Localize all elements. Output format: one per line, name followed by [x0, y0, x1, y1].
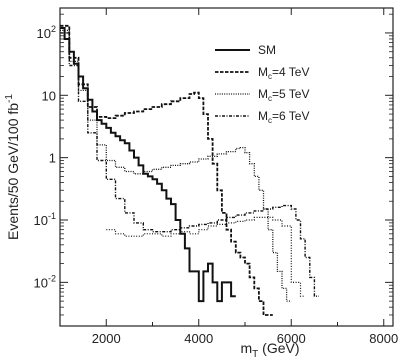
y-tick-label: 10-1: [34, 211, 56, 228]
legend-entry: SM: [258, 43, 276, 57]
x-tick-label: 2000: [92, 331, 121, 346]
series-line-m-c-4-tev: [60, 24, 273, 316]
x-tick-label: 8000: [369, 331, 398, 346]
series-line-band-4: [106, 216, 306, 297]
x-tick-label: 6000: [277, 331, 306, 346]
series-layer: [60, 24, 319, 316]
legend-entry: Mc=5 TeV: [258, 87, 309, 103]
x-axis: 2000 4000 6000 8000: [92, 8, 398, 346]
legend-entry: Mc=6 TeV: [258, 109, 309, 125]
legend: SM Mc=4 TeV Mc=5 TeV Mc=6 TeV: [215, 43, 309, 125]
y-tick-label: 10: [42, 88, 56, 103]
plot-frame: [59, 7, 394, 327]
series-line-sm: [60, 27, 236, 303]
y-tick-label: 1: [49, 151, 56, 166]
legend-entry: Mc=4 TeV: [258, 65, 309, 81]
x-tick-label: 4000: [184, 331, 213, 346]
y-tick-label: 102: [37, 24, 56, 41]
y-axis: 102 10 1 10-1 10-2: [34, 13, 393, 327]
x-axis-label: mT (GeV): [240, 340, 299, 360]
series-line-m-c-5-tev: [60, 29, 292, 302]
y-tick-label: 10-2: [34, 273, 56, 290]
series-line-m-c-6-tev: [60, 32, 319, 297]
y-axis-label: Events/50 GeV/100 fb-1: [4, 94, 21, 240]
